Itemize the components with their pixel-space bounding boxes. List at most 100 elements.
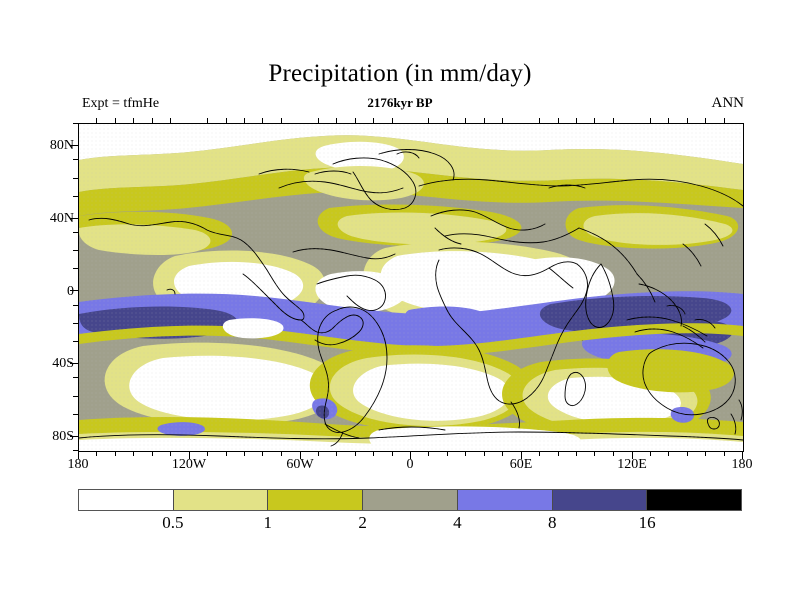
x-tick-minor <box>133 118 134 123</box>
y-tick-minor <box>73 450 78 451</box>
y-tick-label-40s: 40S <box>52 356 74 371</box>
y-tick-minor <box>73 268 78 269</box>
x-tick-label-60e: 60E <box>509 457 533 472</box>
x-tick-minor <box>502 451 503 456</box>
x-tick-major-60w <box>300 451 301 459</box>
x-tick-minor <box>428 118 429 123</box>
x-tick-minor <box>539 451 540 456</box>
colorbar-label-16: 16 <box>638 513 656 532</box>
x-tick-minor <box>613 451 614 456</box>
x-tick-minor <box>484 451 485 456</box>
y-tick-minor <box>73 377 78 378</box>
x-tick-minor <box>576 451 577 456</box>
y-tick-major-40s <box>70 363 79 364</box>
colorbar-label-2: 2 <box>358 513 367 532</box>
y-tick-label-0: 0 <box>67 284 74 299</box>
x-tick-label-180w: 180 <box>67 457 89 472</box>
y-tick-minor <box>73 232 78 233</box>
y-tick-minor <box>73 123 78 124</box>
colorbar-band-4 <box>456 490 552 510</box>
y-tick-minor <box>73 178 78 179</box>
x-tick-minor <box>207 118 208 123</box>
x-tick-minor <box>318 118 319 123</box>
x-tick-minor <box>650 451 651 456</box>
x-tick-minor <box>613 118 614 123</box>
x-tick-minor <box>705 451 706 456</box>
colorbar-band-6 <box>646 490 742 510</box>
colorbar-label-0.5: 0.5 <box>162 513 184 532</box>
y-tick-minor <box>73 414 78 415</box>
x-tick-minor <box>281 118 282 123</box>
x-tick-major-0 <box>410 451 411 459</box>
x-tick-minor <box>447 118 448 123</box>
x-tick-minor <box>594 451 595 456</box>
colorbar-label-8: 8 <box>548 513 557 532</box>
y-tick-label-40n: 40N <box>49 211 74 226</box>
x-tick-minor <box>318 451 319 456</box>
x-tick-minor <box>558 451 559 456</box>
x-tick-minor <box>336 451 337 456</box>
y-tick-minor <box>73 323 78 324</box>
colorbar-band-2 <box>267 490 363 510</box>
season-label: ANN <box>711 95 745 111</box>
colorbar-label-1: 1 <box>263 513 272 532</box>
x-tick-label-0: 0 <box>406 457 414 472</box>
x-tick-minor <box>152 118 153 123</box>
colorbar-bands <box>78 489 742 511</box>
x-tick-minor <box>281 451 282 456</box>
x-tick-minor <box>152 451 153 456</box>
x-tick-label-120e: 120E <box>617 457 647 472</box>
colorbar-band-1 <box>172 490 268 510</box>
x-tick-minor <box>650 118 651 123</box>
x-tick-minor <box>428 451 429 456</box>
x-tick-minor <box>96 451 97 456</box>
map-clip <box>79 124 743 451</box>
x-tick-minor <box>115 118 116 123</box>
colorbar-band-3 <box>362 490 457 510</box>
x-tick-minor <box>373 451 374 456</box>
x-tick-minor <box>465 451 466 456</box>
x-tick-minor <box>724 451 725 456</box>
page-title: Precipitation (in mm/day) <box>268 60 532 87</box>
x-tick-minor <box>687 451 688 456</box>
x-tick-minor <box>724 118 725 123</box>
x-tick-minor <box>207 451 208 456</box>
y-tick-major-40n <box>70 218 79 219</box>
x-tick-minor <box>687 118 688 123</box>
x-tick-major-180w <box>78 451 79 459</box>
map-plot-area <box>78 123 744 452</box>
x-tick-major-180e <box>742 451 743 459</box>
x-tick-minor <box>392 118 393 123</box>
y-tick-major-0 <box>70 290 79 291</box>
x-tick-minor <box>447 451 448 456</box>
y-tick-minor <box>73 305 78 306</box>
x-tick-minor <box>170 118 171 123</box>
y-tick-minor <box>73 396 78 397</box>
x-tick-minor <box>576 118 577 123</box>
x-tick-minor <box>96 118 97 123</box>
x-tick-major-60e <box>521 451 522 459</box>
x-tick-minor <box>226 451 227 456</box>
colorbar-band-5 <box>551 490 647 510</box>
x-tick-minor <box>226 118 227 123</box>
x-tick-minor <box>244 118 245 123</box>
colorbar-label-4: 4 <box>453 513 462 532</box>
x-tick-minor <box>373 118 374 123</box>
x-tick-minor <box>668 118 669 123</box>
y-tick-label-80s: 80S <box>52 429 74 444</box>
x-tick-label-180e: 180 <box>731 457 753 472</box>
page-subtitle: 2176kyr BP <box>367 95 433 110</box>
x-tick-label-60w: 60W <box>286 457 314 472</box>
x-tick-minor <box>262 118 263 123</box>
x-tick-minor <box>133 451 134 456</box>
x-tick-minor <box>594 118 595 123</box>
x-tick-minor <box>355 118 356 123</box>
y-tick-major-80n <box>70 145 79 146</box>
x-tick-minor <box>705 118 706 123</box>
y-tick-minor <box>73 341 78 342</box>
x-tick-major-120e <box>632 451 633 459</box>
y-tick-minor <box>73 196 78 197</box>
y-tick-label-80n: 80N <box>49 138 74 153</box>
y-tick-minor <box>73 159 78 160</box>
